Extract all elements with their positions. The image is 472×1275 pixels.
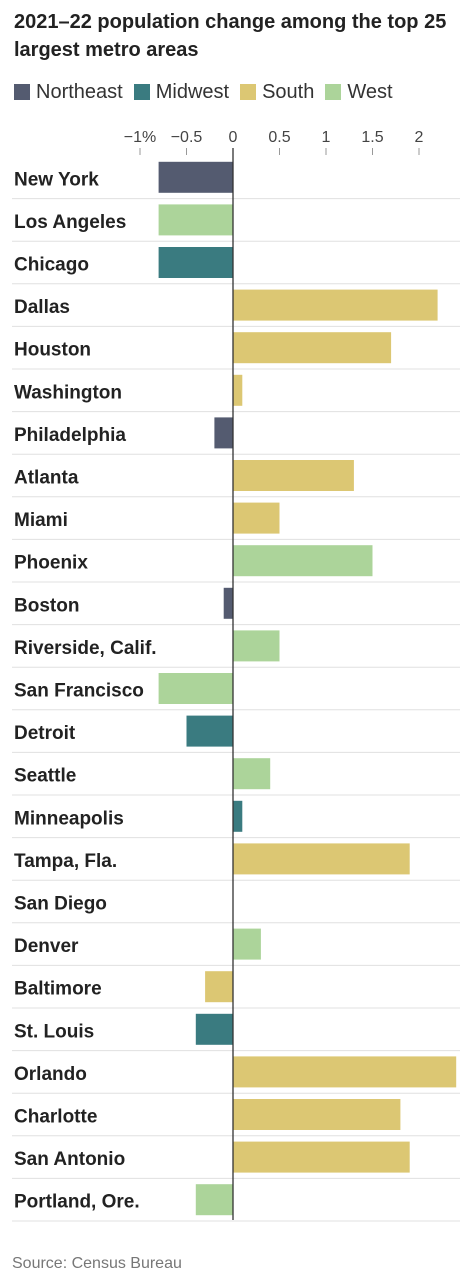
category-label: New York (14, 169, 99, 190)
bar (233, 1099, 401, 1130)
bar (233, 630, 280, 662)
bar (233, 460, 354, 491)
bar (233, 800, 243, 832)
x-tick-label: −0.5 (171, 129, 203, 146)
legend-item-northeast: Northeast (14, 81, 123, 104)
category-label: Miami (14, 510, 68, 531)
category-label: Dallas (14, 297, 70, 318)
category-label: Detroit (14, 723, 76, 744)
bar (158, 204, 233, 236)
bar (233, 928, 261, 960)
bar (233, 289, 438, 321)
x-tick-label: 0.5 (268, 129, 290, 146)
x-tick-label: −1% (124, 129, 156, 146)
category-label: St. Louis (14, 1021, 94, 1042)
legend-swatch-south (240, 84, 257, 100)
bar (195, 1184, 233, 1216)
bar (233, 843, 410, 875)
bar (233, 758, 271, 790)
category-label: Baltimore (14, 979, 102, 1000)
category-label: Houston (14, 340, 91, 361)
legend-item-west: West (325, 80, 393, 104)
legend-item-south: South (240, 81, 314, 104)
legend-item-midwest: Midwest (133, 80, 230, 104)
category-label: San Diego (14, 894, 107, 915)
bar (223, 587, 233, 619)
category-label: Los Angeles (14, 212, 126, 233)
legend-swatch-west (325, 84, 342, 100)
x-tick-label: 0 (229, 129, 238, 146)
legend-swatch-northeast (14, 84, 30, 100)
bar (205, 971, 233, 1003)
legend-swatch-midwest (133, 84, 150, 100)
legend-label-northeast: Northeast (36, 80, 123, 103)
bar (233, 502, 280, 534)
category-label: Orlando (14, 1064, 87, 1085)
category-label: Boston (14, 595, 79, 616)
x-tick-label: 1.5 (361, 129, 383, 146)
bar (233, 545, 373, 577)
bar (233, 1141, 410, 1173)
bar (233, 1056, 457, 1088)
bar (186, 715, 233, 747)
category-label: Chicago (14, 255, 89, 276)
x-tick-label: 1 (322, 129, 331, 146)
category-label: Riverside, Calif. (14, 638, 157, 659)
category-label: Seattle (14, 766, 76, 787)
source-note: Source: Census Bureau (12, 1255, 182, 1272)
bar (158, 673, 233, 704)
bar (195, 1013, 233, 1045)
category-label: San Antonio (14, 1149, 125, 1170)
category-label: Washington (14, 382, 122, 403)
bar (158, 161, 233, 193)
category-label: San Francisco (14, 681, 144, 702)
category-label: Phoenix (14, 553, 88, 574)
category-label: Denver (14, 936, 79, 957)
category-label: Philadelphia (14, 425, 126, 446)
category-label: Tampa, Fla. (14, 851, 117, 872)
bar (158, 247, 233, 278)
bar (214, 417, 233, 449)
legend-label-west: West (347, 80, 393, 103)
chart-title: 2021–22 population change among the top … (14, 11, 447, 61)
category-label: Portland, Ore. (14, 1192, 140, 1213)
bar (233, 332, 392, 364)
x-tick-label: 2 (415, 129, 424, 146)
legend-label-south: South (262, 80, 315, 103)
legend: Northeast Midwest South West (14, 80, 404, 104)
category-label: Atlanta (14, 468, 79, 489)
category-label: Minneapolis (14, 808, 124, 829)
legend-label-midwest: Midwest (155, 80, 230, 103)
bar (233, 374, 243, 406)
category-label: Charlotte (14, 1107, 97, 1128)
